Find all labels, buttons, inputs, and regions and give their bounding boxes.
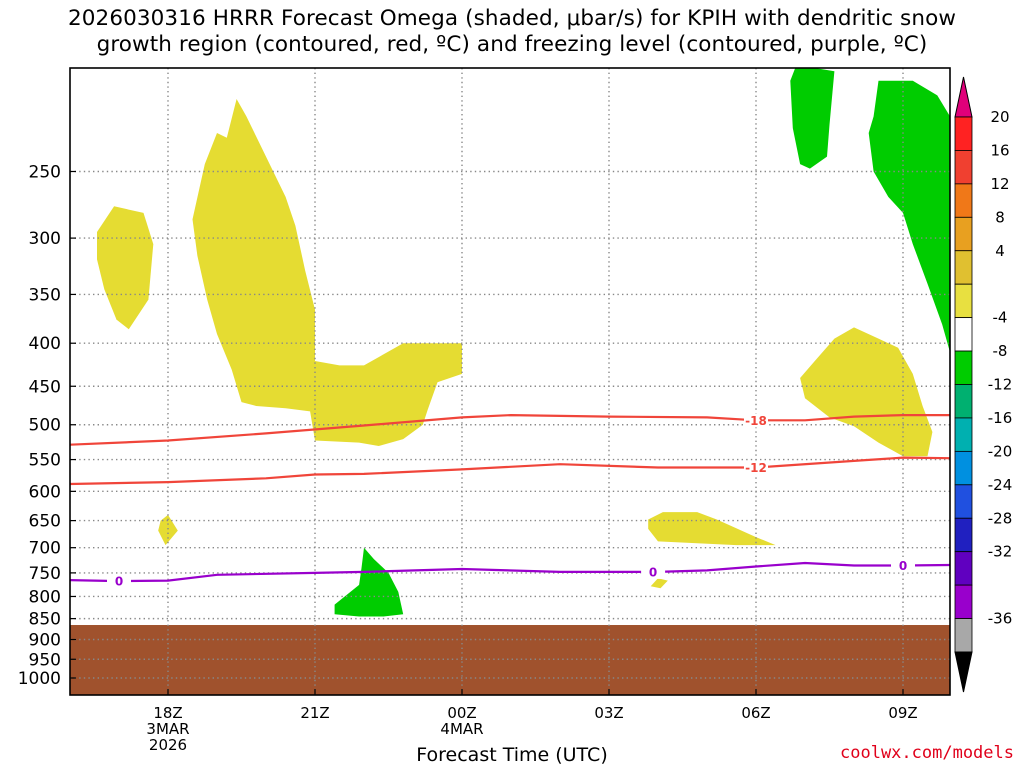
contour-label-bg-2-2: [891, 558, 915, 573]
colorbar-label-4: 4: [995, 242, 1005, 260]
ground-layer: [70, 625, 950, 695]
y-tick-label-750: 750: [29, 564, 61, 584]
omega-region-yellow-2: [192, 99, 462, 446]
colorbar-label-m24: -24: [988, 476, 1013, 494]
chart-title-line-2: growth region (contoured, red, ºC) and f…: [96, 32, 928, 57]
colorbar-label-m28: -28: [988, 509, 1013, 527]
contour-label-bg-0-0: [744, 413, 768, 428]
contour-label-purple-0: 0: [115, 575, 123, 589]
y-tick-label-1000: 1000: [18, 669, 61, 689]
colorbar-label-16: 16: [990, 141, 1009, 159]
omega-region-green-7: [334, 547, 404, 617]
x-axis-title: Forecast Time (UTC): [416, 744, 608, 766]
x-tick-label-24-1: 4MAR: [440, 720, 483, 738]
axes-layer: 2503003504004505005506006507007508008509…: [18, 67, 951, 754]
contour-label-red-m18: -18: [745, 414, 767, 428]
contour-label-purple-0: 0: [899, 559, 907, 573]
contour-label-purple-0: 0: [649, 565, 657, 579]
colorbar-label-m4: -4: [993, 309, 1008, 327]
x-tick-label-18-1: 3MAR: [146, 720, 189, 738]
colorbar-swatch-6: [954, 283, 973, 319]
y-tick-label-600: 600: [29, 482, 61, 502]
colorbar-swatch-3: [954, 183, 973, 218]
y-tick-label-850: 850: [29, 610, 61, 630]
y-tick-label-800: 800: [29, 587, 61, 607]
colorbar-swatch-12: [954, 484, 973, 519]
colorbar-swatch-8: [954, 350, 973, 385]
contour-label-red-m12: -12: [745, 461, 767, 475]
omega-region-green-9: [868, 80, 950, 353]
colorbar-swatch-15: [954, 584, 973, 619]
x-tick-label-33-0: 09Z: [888, 704, 917, 722]
contour-red-m12: [69, 456, 951, 486]
colorbar-swatch-16: [954, 618, 973, 653]
colorbar-swatch-10: [954, 417, 973, 452]
x-tick-label-18-2: 2026: [149, 736, 187, 754]
x-tick-label-24-0: 00Z: [447, 704, 476, 722]
x-tick-label-21-0: 21Z: [300, 704, 329, 722]
contour-red-m18: [69, 413, 950, 446]
contour-layer: -18 -12 0 0 0: [69, 413, 951, 589]
y-tick-label-550: 550: [29, 451, 61, 471]
y-tick-label-300: 300: [29, 229, 61, 249]
colorbar-label-12: 12: [990, 175, 1009, 193]
x-tick-label-30-0: 06Z: [741, 704, 770, 722]
chart-title: 2026030316 HRRR Forecast Omega (shaded, …: [0, 6, 1024, 58]
colorbar: 20 16 12 8 4 -4 -8 -12 -16 -20 -24 -28 -32 -36: [954, 76, 1013, 693]
omega-shading-layer: [97, 68, 950, 617]
contour-purple-0: [69, 561, 951, 583]
omega-region-yellow-1: [97, 206, 154, 330]
colorbar-swatch-7: [954, 317, 973, 352]
y-tick-label-500: 500: [29, 416, 61, 436]
chart-title-line-1: 2026030316 HRRR Forecast Omega (shaded, …: [67, 6, 957, 31]
site-credit: coolwx.com/models: [840, 743, 1014, 763]
omega-region-yellow-3: [158, 514, 178, 546]
colorbar-swatch-9: [954, 384, 973, 419]
colorbar-label-20: 20: [990, 108, 1009, 126]
y-tick-label-250: 250: [29, 162, 61, 182]
colorbar-swatch-13: [954, 517, 973, 553]
colorbar-label-m8: -8: [993, 342, 1008, 360]
x-tick-label-18-0: 18Z: [153, 704, 182, 722]
y-tick-label-400: 400: [29, 334, 61, 354]
colorbar-label-m36: -36: [988, 610, 1013, 628]
colorbar-swatch-11: [954, 450, 973, 486]
contour-label-bg-2-1: [641, 564, 666, 579]
colorbar-label-m32: -32: [988, 543, 1013, 561]
plot-frame: [69, 67, 951, 696]
contour-label-bg-2-0: [107, 574, 131, 589]
colorbar-bottom-arrow: [954, 651, 973, 693]
colorbar-label-8: 8: [995, 208, 1005, 226]
omega-region-yellow-5: [650, 578, 668, 589]
colorbar-swatch-2: [954, 150, 973, 185]
grid-layer: [70, 68, 950, 695]
terrain-ground: [70, 625, 950, 695]
y-tick-label-900: 900: [29, 631, 61, 651]
colorbar-label-m12: -12: [988, 376, 1013, 394]
colorbar-swatch-5: [954, 250, 973, 285]
y-tick-label-650: 650: [29, 512, 61, 532]
y-tick-label-950: 950: [29, 650, 61, 670]
colorbar-label-m16: -16: [988, 409, 1013, 427]
y-tick-label-350: 350: [29, 285, 61, 305]
colorbar-swatch-14: [954, 551, 973, 586]
y-tick-label-450: 450: [29, 377, 61, 397]
x-tick-label-27-0: 03Z: [594, 704, 623, 722]
contour-label-bg-1-0: [744, 460, 768, 475]
colorbar-label-m20: -20: [988, 442, 1013, 460]
omega-region-green-8: [790, 68, 835, 169]
y-tick-label-700: 700: [29, 539, 61, 559]
colorbar-swatch-4: [954, 216, 973, 252]
omega-region-yellow-4: [648, 512, 776, 546]
colorbar-swatch-1: [954, 116, 973, 151]
omega-region-yellow-6: [800, 327, 933, 457]
colorbar-top-arrow: [954, 76, 973, 118]
